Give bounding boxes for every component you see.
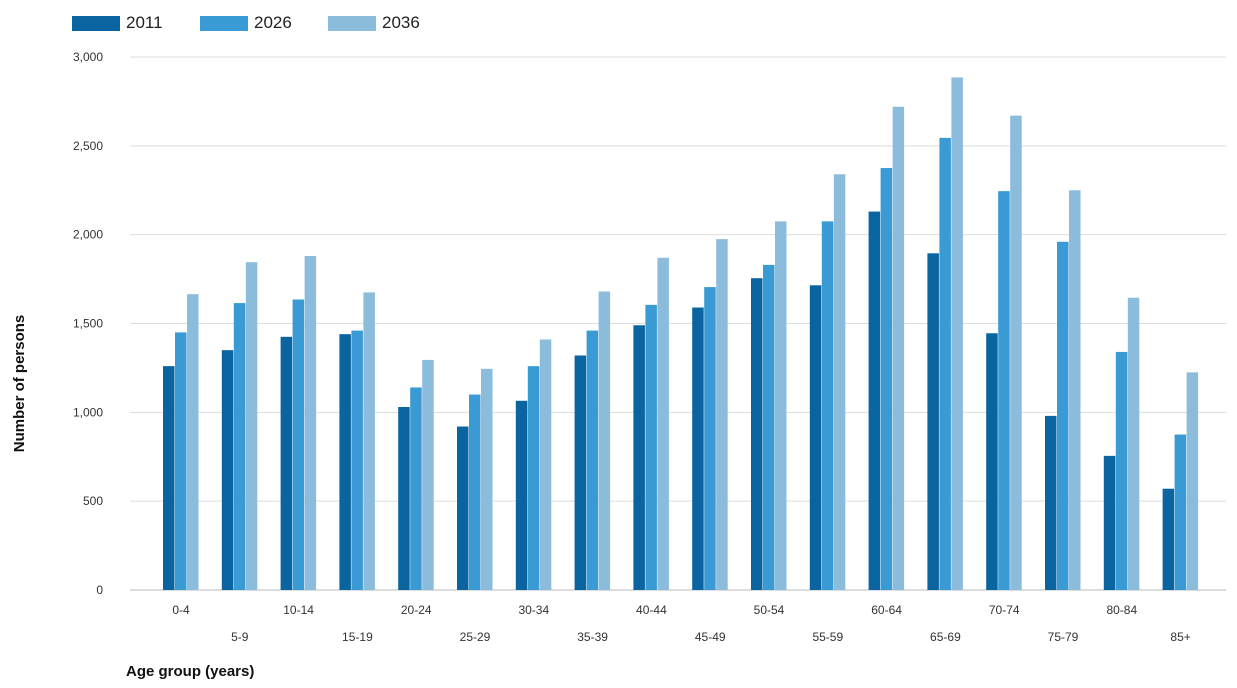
bar-2026-55-59 xyxy=(821,221,834,590)
bar-2011-55-59 xyxy=(809,285,822,590)
x-tick-label: 85+ xyxy=(1170,630,1190,644)
bar-2026-25-29 xyxy=(469,394,481,590)
bar-2026-10-14 xyxy=(292,299,305,590)
bar-2011-35-39 xyxy=(574,355,587,590)
bar-2036-25-29 xyxy=(481,368,493,590)
bar-2036-65-69 xyxy=(951,77,963,591)
bar-2036-15-19 xyxy=(363,292,375,590)
y-axis-title: Number of persons xyxy=(11,315,28,453)
legend-swatch xyxy=(200,15,248,31)
bar-2011-40-44 xyxy=(633,325,645,590)
bar-2011-0-4 xyxy=(163,366,175,590)
bar-2036-60-64 xyxy=(892,106,905,590)
y-tick-label: 1,000 xyxy=(73,405,103,419)
bar-2011-10-14 xyxy=(280,336,293,590)
x-tick-label: 60-64 xyxy=(871,603,902,617)
y-tick-label: 1,500 xyxy=(73,317,103,331)
x-tick-label: 70-74 xyxy=(989,603,1020,617)
legend-label: 2011 xyxy=(126,13,163,32)
x-tick-label: 0-4 xyxy=(172,603,190,617)
bar-2011-70-74 xyxy=(986,333,998,590)
bar-2026-30-34 xyxy=(527,366,540,590)
bar-2011-45-49 xyxy=(692,307,704,590)
x-tick-label: 15-19 xyxy=(342,630,373,644)
legend-swatch xyxy=(328,15,376,31)
bar-2026-15-19 xyxy=(351,330,363,590)
legend-item-2011: 2011 xyxy=(72,12,163,34)
bar-2036-10-14 xyxy=(304,255,317,590)
bars xyxy=(163,77,1199,591)
bar-2036-70-74 xyxy=(1010,115,1022,590)
bar-2011-30-34 xyxy=(515,400,528,590)
bar-2011-50-54 xyxy=(751,278,763,590)
bar-2011-15-19 xyxy=(339,334,351,590)
y-tick-label: 2,500 xyxy=(73,139,103,153)
y-tick-label: 2,000 xyxy=(73,228,103,242)
bar-2026-70-74 xyxy=(998,191,1010,590)
bar-2026-40-44 xyxy=(645,304,657,590)
x-tick-label: 20-24 xyxy=(401,603,432,617)
bar-2026-50-54 xyxy=(763,264,775,590)
y-tick-label: 0 xyxy=(96,583,103,597)
y-tick-label: 500 xyxy=(83,494,103,508)
y-tick-label: 3,000 xyxy=(73,50,103,64)
bar-2026-75-79 xyxy=(1057,241,1069,591)
bar-2011-75-79 xyxy=(1045,415,1057,590)
bar-2036-40-44 xyxy=(657,257,669,590)
bar-2036-75-79 xyxy=(1069,190,1081,590)
bar-2026-65-69 xyxy=(939,137,951,591)
legend-label: 2036 xyxy=(382,13,420,32)
bar-2011-80-84 xyxy=(1103,455,1116,590)
bar-2026-0-4 xyxy=(175,332,187,590)
bar-2036-85+ xyxy=(1186,372,1199,590)
bar-2026-20-24 xyxy=(410,387,422,590)
x-tick-label: 55-59 xyxy=(812,630,843,644)
x-tick-label: 10-14 xyxy=(283,603,314,617)
x-tick-label: 80-84 xyxy=(1106,603,1137,617)
x-axis-title: Age group (years) xyxy=(126,663,254,680)
bar-2011-60-64 xyxy=(868,211,881,590)
x-axis-ticks: 0-4 5-9 10-14 15-19 20-24 25-29 30-34 35-39 40-4… xyxy=(172,603,1190,644)
x-tick-label: 50-54 xyxy=(754,603,785,617)
legend-swatch xyxy=(72,15,120,31)
bar-2026-80-84 xyxy=(1115,351,1128,590)
x-tick-label: 35-39 xyxy=(577,630,608,644)
bar-2011-65-69 xyxy=(927,253,939,591)
legend-item-2036: 2036 xyxy=(328,12,420,34)
legend-label: 2026 xyxy=(254,13,292,32)
x-tick-label: 25-29 xyxy=(460,630,491,644)
chart-legend: 2011 2026 2036 xyxy=(0,0,600,40)
legend-item-2026: 2026 xyxy=(200,12,292,34)
x-tick-label: 75-79 xyxy=(1048,630,1079,644)
bar-2036-55-59 xyxy=(833,174,846,590)
bar-2036-20-24 xyxy=(422,359,434,590)
bar-2026-60-64 xyxy=(880,168,893,590)
bar-2036-50-54 xyxy=(775,221,787,590)
bar-2036-30-34 xyxy=(539,339,552,590)
x-tick-label: 5-9 xyxy=(231,630,249,644)
x-tick-label: 30-34 xyxy=(518,603,549,617)
bar-2026-45-49 xyxy=(704,287,716,590)
bar-2036-5-9 xyxy=(245,262,258,590)
bar-2011-25-29 xyxy=(457,426,469,590)
x-tick-label: 40-44 xyxy=(636,603,667,617)
bar-2026-35-39 xyxy=(586,330,599,590)
x-tick-label: 45-49 xyxy=(695,630,726,644)
bar-2026-5-9 xyxy=(233,303,246,590)
bar-2036-80-84 xyxy=(1127,297,1140,590)
bar-2036-0-4 xyxy=(187,294,199,590)
bar-2011-20-24 xyxy=(398,407,410,590)
bar-2026-85+ xyxy=(1174,434,1187,590)
bar-2036-35-39 xyxy=(598,291,611,590)
bar-2036-45-49 xyxy=(716,239,728,590)
y-axis-ticks: 0 500 1,000 1,500 2,000 2,500 3,000 xyxy=(73,50,103,597)
bar-2011-5-9 xyxy=(221,350,234,590)
x-tick-label: 65-69 xyxy=(930,630,961,644)
bar-2011-85+ xyxy=(1162,488,1175,590)
